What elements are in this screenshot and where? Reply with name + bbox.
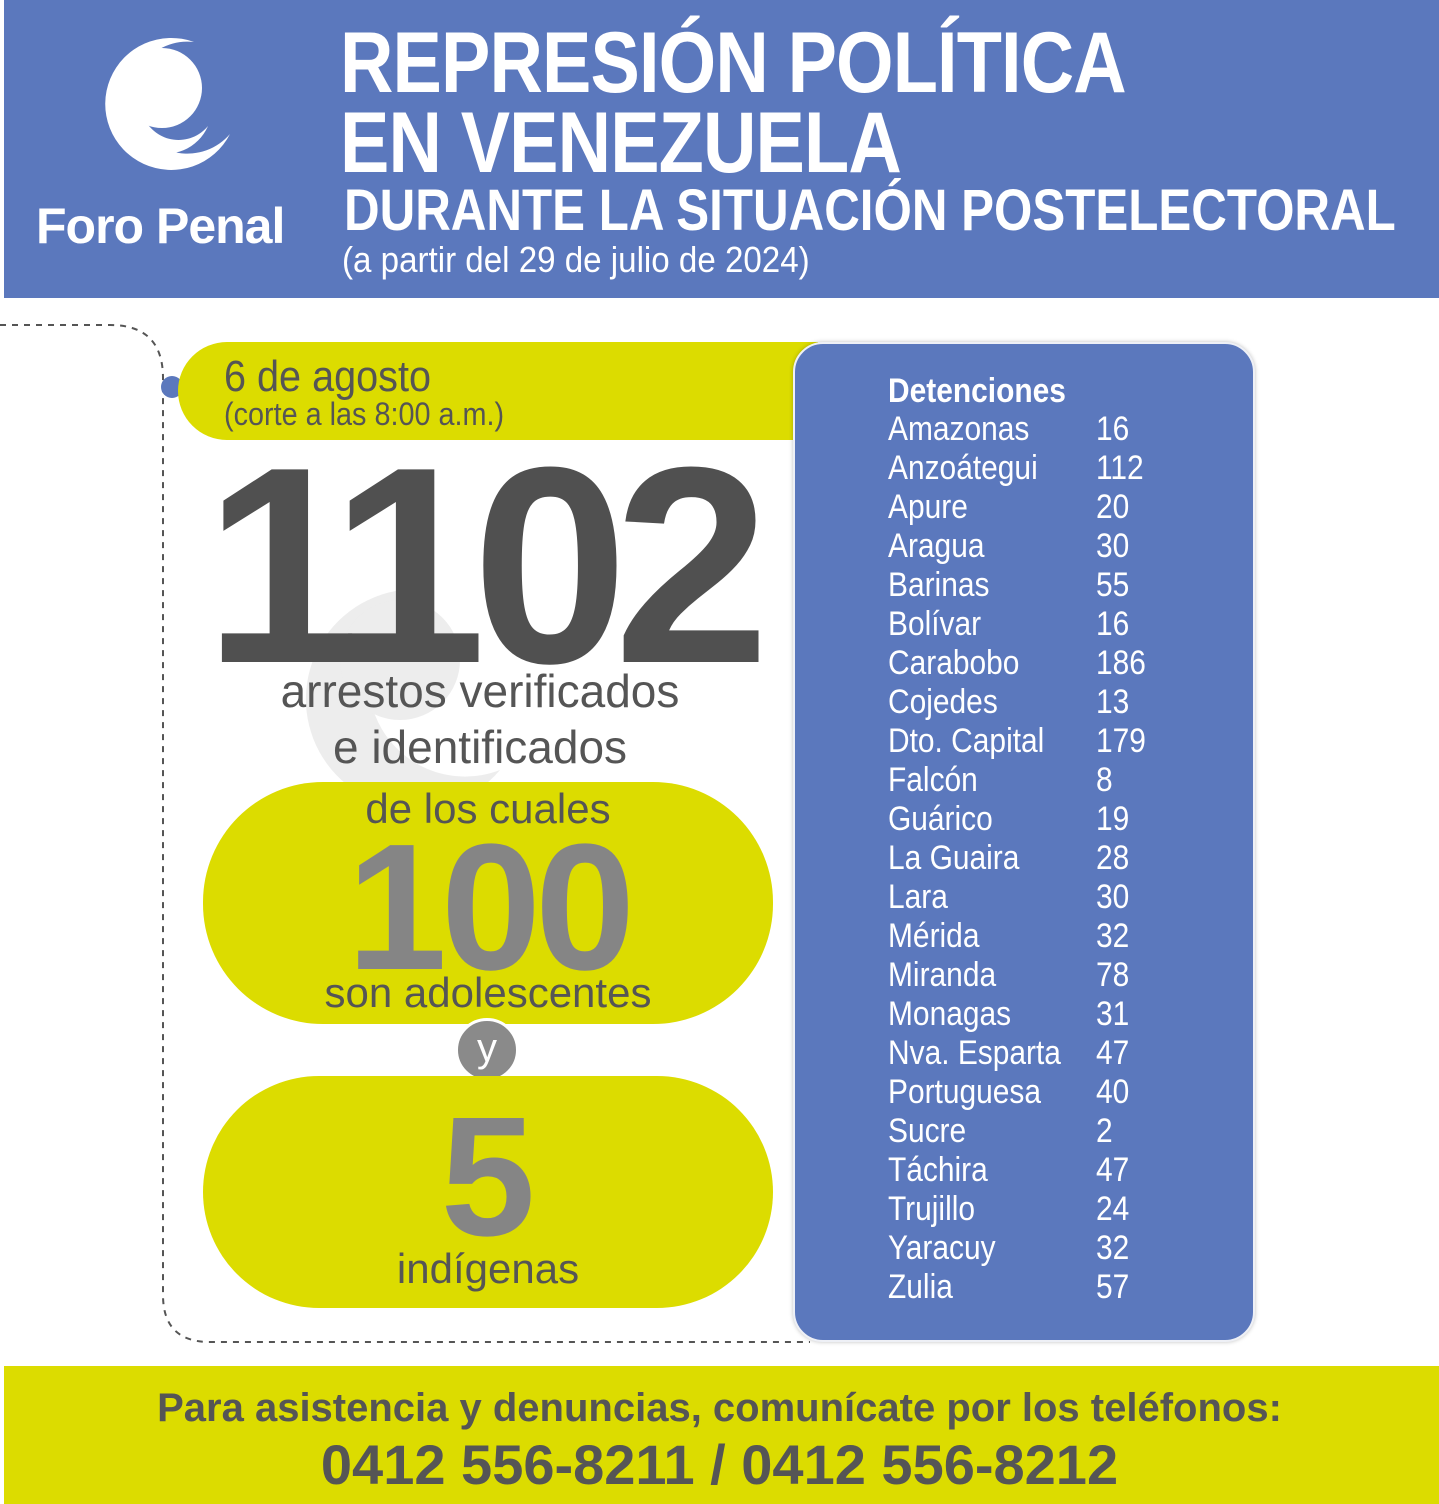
detention-row: Portuguesa 40 — [888, 1073, 1228, 1112]
detention-row: Táchira 47 — [888, 1151, 1228, 1190]
detention-count: 20 — [1096, 488, 1130, 526]
header-banner — [4, 0, 1439, 298]
detention-row: Dto. Capital 179 — [888, 722, 1228, 761]
state-name: Lara — [888, 878, 948, 916]
detention-row: Trujillo 24 — [888, 1190, 1228, 1229]
detention-row: Amazonas 16 — [888, 410, 1228, 449]
logo-text: Foro Penal — [36, 198, 285, 254]
state-name: Sucre — [888, 1112, 967, 1150]
detention-row: Falcón 8 — [888, 761, 1228, 800]
footer-banner — [4, 1366, 1439, 1504]
page-title-line2: EN VENEZUELA — [340, 95, 902, 191]
detention-count: 57 — [1096, 1268, 1130, 1306]
total-arrests: 1102 — [204, 410, 769, 722]
detention-row: Aragua 30 — [888, 527, 1228, 566]
detention-row: Anzoátegui 112 — [888, 449, 1228, 488]
detention-row: Carabobo 186 — [888, 644, 1228, 683]
detention-row: Sucre 2 — [888, 1112, 1228, 1151]
state-name: Falcón — [888, 761, 978, 799]
detention-row: Mérida 32 — [888, 917, 1228, 956]
detention-count: 16 — [1096, 605, 1130, 643]
date-pill — [178, 342, 818, 440]
state-name: Monagas — [888, 995, 1012, 1033]
detention-row: Bolívar 16 — [888, 605, 1228, 644]
watermark-logo-icon — [305, 589, 500, 810]
detention-count: 30 — [1096, 527, 1130, 565]
detention-count: 32 — [1096, 1229, 1130, 1267]
indigenous-label: indígenas — [396, 1245, 580, 1292]
of-which-label: de los cuales — [365, 785, 611, 832]
state-name: Barinas — [888, 566, 990, 604]
state-name: Carabobo — [888, 644, 1020, 682]
detentions-title: Detenciones — [888, 372, 1066, 410]
detention-count: 30 — [1096, 878, 1130, 916]
indigenous-count: 5 — [440, 1082, 536, 1272]
detention-count: 55 — [1096, 566, 1130, 604]
state-name: Bolívar — [888, 605, 982, 643]
detention-count: 19 — [1096, 800, 1130, 838]
state-name: Zulia — [888, 1268, 953, 1306]
state-name: La Guaira — [888, 839, 1020, 877]
detention-count: 24 — [1096, 1190, 1130, 1228]
detention-count: 8 — [1096, 761, 1113, 799]
cutoff-time: (corte a las 8:00 a.m.) — [224, 396, 505, 432]
detention-count: 47 — [1096, 1151, 1130, 1189]
logo-swirl-icon — [105, 37, 230, 170]
detention-count: 28 — [1096, 839, 1130, 877]
detentions-panel — [793, 342, 1255, 1342]
state-name: Nva. Esparta — [888, 1034, 1061, 1072]
period-note: (a partir del 29 de julio de 2024) — [342, 239, 810, 280]
teens-label: son adolescentes — [324, 969, 652, 1016]
detention-count: 112 — [1096, 449, 1144, 487]
arrests-label-line2: e identificados — [332, 721, 628, 773]
detention-count: 31 — [1096, 995, 1130, 1033]
detention-count: 32 — [1096, 917, 1130, 955]
detention-row: Yaracuy 32 — [888, 1229, 1228, 1268]
detention-count: 179 — [1096, 722, 1146, 760]
teens-pill — [203, 782, 773, 1024]
and-connector-badge: y — [455, 1018, 519, 1082]
detention-count: 47 — [1096, 1034, 1130, 1072]
detention-row: Barinas 55 — [888, 566, 1228, 605]
state-name: Yaracuy — [888, 1229, 996, 1267]
detention-count: 16 — [1096, 410, 1130, 448]
detention-row: Guárico 19 — [888, 800, 1228, 839]
state-name: Anzoátegui — [888, 449, 1038, 487]
state-name: Dto. Capital — [888, 722, 1045, 760]
detentions-list: Amazonas 16 Anzoátegui 112 Apure 20 Aragua 30 Ba… — [888, 410, 1228, 1307]
teens-count: 100 — [346, 807, 635, 1008]
foro-penal-logo: Foro Penal — [36, 34, 296, 264]
state-name: Aragua — [888, 527, 985, 565]
detention-count: 40 — [1096, 1073, 1130, 1111]
arrests-label-line1: arrestos verificados — [280, 665, 680, 717]
detention-count: 186 — [1096, 644, 1146, 682]
detention-row: Cojedes 13 — [888, 683, 1228, 722]
state-name: Apure — [888, 488, 968, 526]
state-name: Miranda — [888, 956, 997, 994]
detention-row: Miranda 78 — [888, 956, 1228, 995]
assistance-note: Para asistencia y denuncias, comunícate … — [157, 1386, 1282, 1430]
state-name: Cojedes — [888, 683, 998, 721]
state-name: Mérida — [888, 917, 980, 955]
detention-row: Lara 30 — [888, 878, 1228, 917]
dashed-connector — [0, 324, 810, 1343]
page-title-line1: REPRESIÓN POLÍTICA — [340, 15, 1127, 111]
state-name: Táchira — [888, 1151, 988, 1189]
phone-numbers: 0412 556-8211 / 0412 556-8212 — [320, 1433, 1119, 1496]
state-name: Guárico — [888, 800, 993, 838]
detention-row: Monagas 31 — [888, 995, 1228, 1034]
indigenous-pill — [203, 1076, 773, 1308]
detention-row: Apure 20 — [888, 488, 1228, 527]
detention-row: La Guaira 28 — [888, 839, 1228, 878]
state-name: Trujillo — [888, 1190, 976, 1228]
state-name: Amazonas — [888, 410, 1030, 448]
state-name: Portuguesa — [888, 1073, 1042, 1111]
detention-row: Zulia 57 — [888, 1268, 1228, 1307]
detention-count: 78 — [1096, 956, 1130, 994]
page-subtitle: DURANTE LA SITUACIÓN POSTELECTORAL — [344, 178, 1396, 243]
report-date: 6 de agosto — [224, 352, 431, 401]
detention-count: 13 — [1096, 683, 1130, 721]
detention-row: Nva. Esparta 47 — [888, 1034, 1228, 1073]
detention-count: 2 — [1096, 1112, 1113, 1150]
